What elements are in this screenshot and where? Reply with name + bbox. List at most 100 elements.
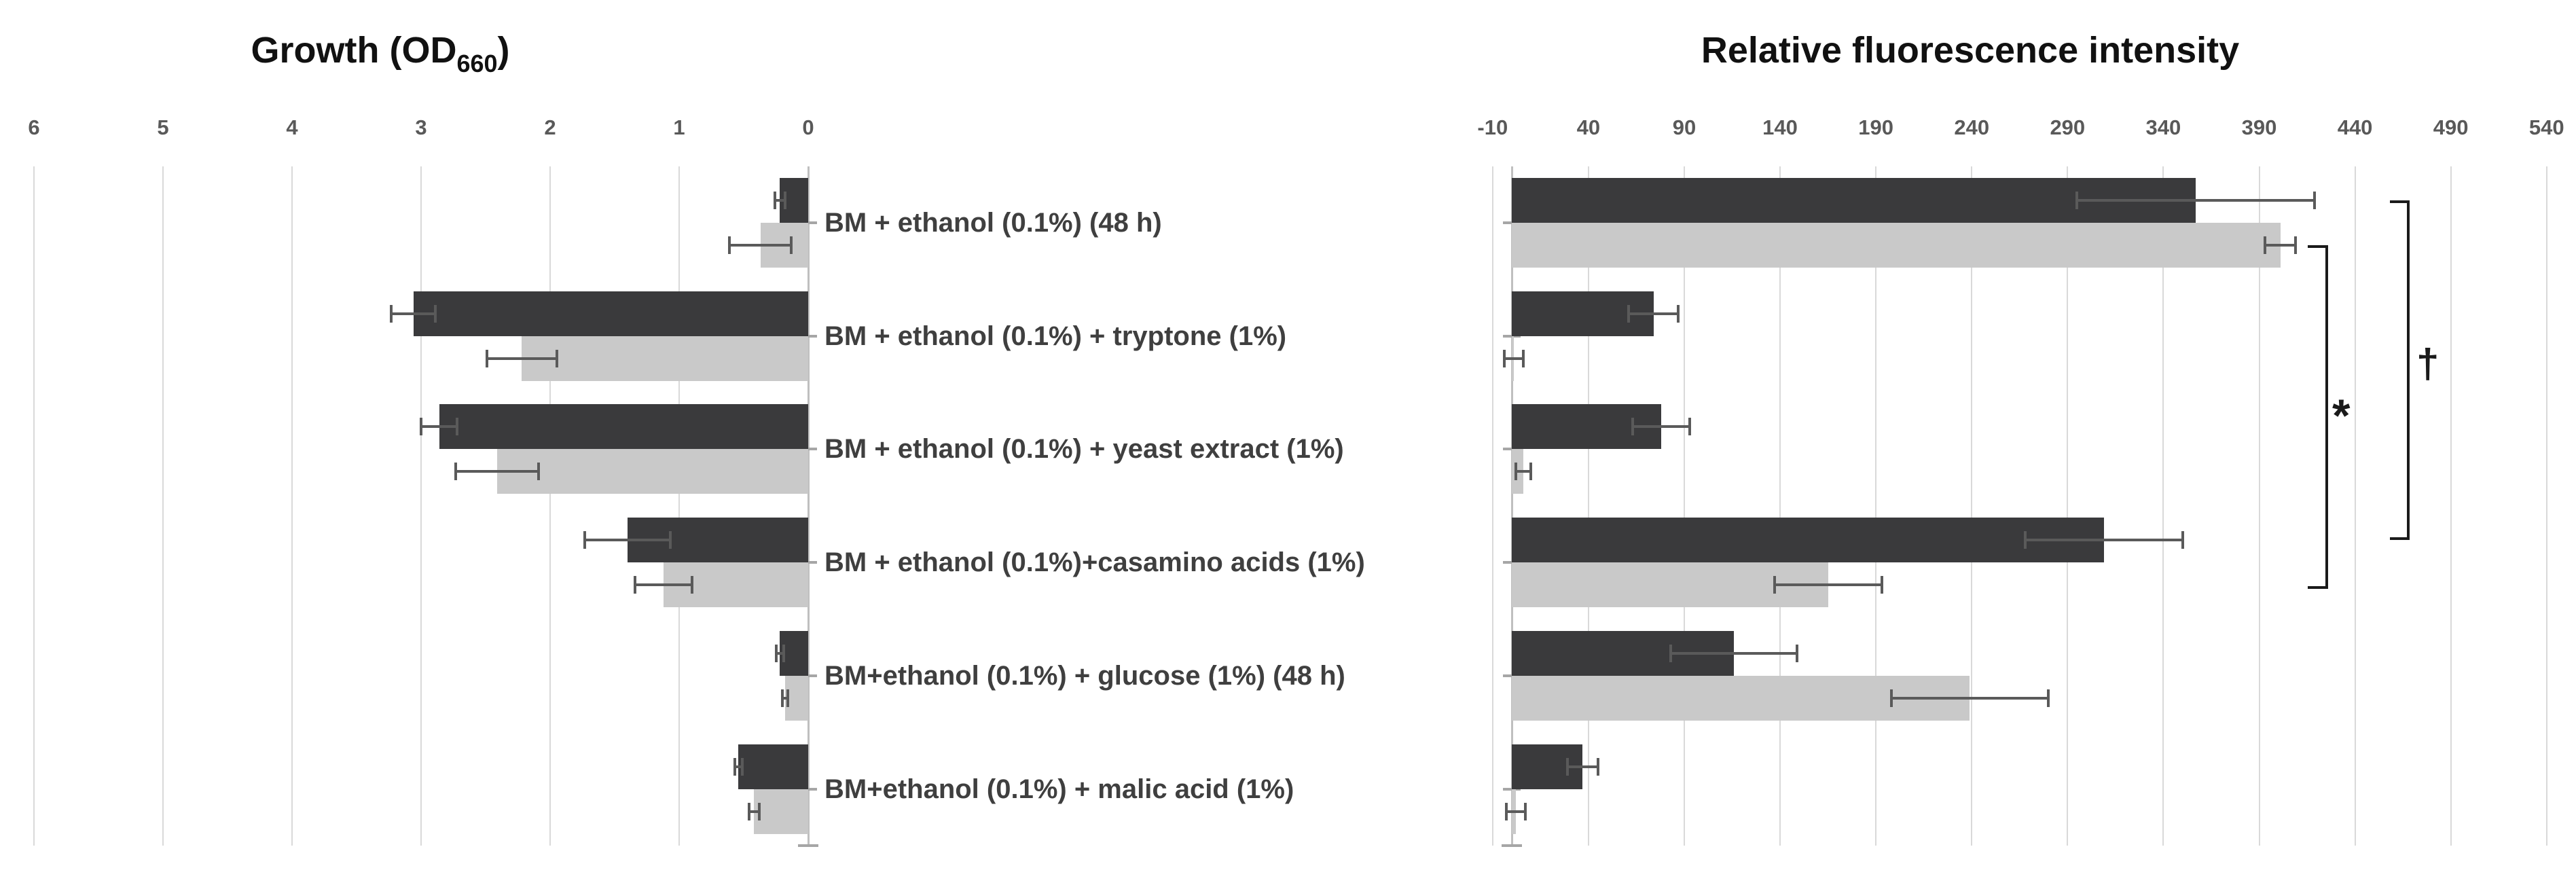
error-bar-line: [585, 539, 670, 542]
error-bar-line: [391, 312, 435, 315]
error-bar-line: [734, 765, 743, 768]
error-bar-cap: [786, 689, 789, 707]
light-series-bar: [754, 789, 808, 834]
error-bar-cap: [757, 802, 761, 820]
error-bar-cap: [741, 757, 744, 776]
error-bar-cap: [1688, 418, 1692, 436]
significance-bracket-dagger: [2390, 200, 2410, 540]
category-label: BM + ethanol (0.1%) + yeast extract (1%): [824, 434, 1344, 465]
error-bar-cap: [1627, 304, 1631, 323]
category-axis-tick: [799, 787, 817, 791]
chart-gridline: [1683, 166, 1685, 846]
axis-tick-label: 4: [286, 115, 298, 139]
error-bar-cap: [555, 349, 558, 367]
error-bar-cap: [1529, 463, 1533, 481]
category-axis-tick: [799, 221, 817, 224]
error-bar-line: [1567, 765, 1598, 768]
axis-tick-label: -10: [1477, 115, 1508, 139]
chart-gridline: [2450, 166, 2452, 846]
error-bar-cap: [537, 463, 540, 481]
error-bar-cap: [1880, 576, 1883, 594]
chart-gridline: [1491, 166, 1493, 846]
error-bar-cap: [728, 236, 731, 254]
chart-gridline: [2354, 166, 2356, 846]
chart-gridline: [420, 166, 422, 846]
axis-tick-label: 290: [2050, 115, 2086, 139]
dark-series-bar: [738, 744, 808, 789]
error-bar-cap: [1677, 304, 1680, 323]
error-bar-cap: [781, 689, 784, 707]
axis-tick-label: 1: [673, 115, 685, 139]
category-axis-tick: [799, 334, 817, 338]
error-bar-cap: [1502, 349, 1506, 367]
error-bar-line: [729, 244, 792, 247]
error-bar-cap: [2181, 531, 2184, 549]
error-bar-cap: [433, 304, 437, 323]
category-axis-line: [808, 166, 810, 846]
error-bar-cap: [1596, 757, 1599, 776]
chart-gridline: [162, 166, 164, 846]
axis-tick-label: 440: [2337, 115, 2373, 139]
error-bar-line: [1504, 357, 1523, 360]
dark-series-bar: [439, 404, 808, 450]
error-bar-line: [1632, 425, 1690, 429]
error-bar-cap: [747, 802, 750, 820]
error-bar-line: [1774, 583, 1882, 587]
left-chart-title: Growth (OD660): [109, 26, 652, 77]
error-bar-cap: [2075, 192, 2079, 209]
asterisk-annotation: *: [2332, 390, 2351, 441]
error-bar-line: [635, 583, 692, 587]
light-series-bar: [522, 336, 808, 381]
error-bar-cap: [1504, 802, 1508, 820]
error-bar-cap: [2263, 236, 2266, 254]
error-bar-line: [2077, 199, 2315, 202]
chart-gridline: [1779, 166, 1781, 846]
chart-gridline: [549, 166, 551, 846]
error-bar-line: [486, 357, 557, 360]
error-bar-cap: [1796, 644, 1799, 662]
axis-end-tick: [1502, 844, 1522, 847]
error-bar-cap: [454, 463, 458, 481]
category-label: BM + ethanol (0.1%)+casamino acids (1%): [824, 547, 1365, 578]
error-bar-cap: [1773, 576, 1776, 594]
error-bar-line: [774, 199, 785, 202]
axis-tick-label: 190: [1858, 115, 1893, 139]
error-bar-line: [782, 696, 788, 700]
error-bar-cap: [774, 644, 778, 662]
error-bar-cap: [390, 304, 393, 323]
error-bar-cap: [420, 418, 422, 436]
error-bar-line: [421, 425, 458, 429]
error-bar-cap: [634, 576, 637, 594]
axis-tick-label: 390: [2241, 115, 2277, 139]
light-series-bar: [1512, 223, 2281, 268]
chart-gridline: [2067, 166, 2069, 846]
error-bar-cap: [485, 349, 488, 367]
error-bar-line: [2025, 539, 2183, 542]
error-bar-cap: [1521, 349, 1525, 367]
error-bar-cap: [733, 757, 736, 776]
chart-gridline: [33, 166, 35, 846]
chart-gridline: [1587, 166, 1589, 846]
error-bar-cap: [2313, 192, 2317, 209]
dagger-annotation: †: [2416, 341, 2439, 386]
category-axis-tick: [799, 561, 817, 564]
category-axis-tick: [799, 448, 817, 451]
axis-tick-label: 340: [2145, 115, 2181, 139]
error-bar-cap: [668, 531, 672, 549]
axis-tick-label: 0: [802, 115, 814, 139]
error-bar-cap: [783, 192, 786, 209]
axis-tick-label: 3: [415, 115, 427, 139]
chart-gridline: [1971, 166, 1973, 846]
dark-series-bar: [413, 291, 808, 336]
category-axis-tick: [799, 674, 817, 677]
error-bar-line: [776, 651, 784, 655]
chart-gridline: [1875, 166, 1877, 846]
axis-tick-label: 140: [1762, 115, 1798, 139]
chart-gridline: [2258, 166, 2260, 846]
category-axis-line: [1511, 166, 1513, 846]
axis-tick-label: 240: [1954, 115, 1990, 139]
error-bar-cap: [2024, 531, 2027, 549]
error-bar-cap: [1514, 463, 1517, 481]
significance-bracket-star: [2308, 245, 2328, 589]
chart-gridline: [2545, 166, 2547, 846]
